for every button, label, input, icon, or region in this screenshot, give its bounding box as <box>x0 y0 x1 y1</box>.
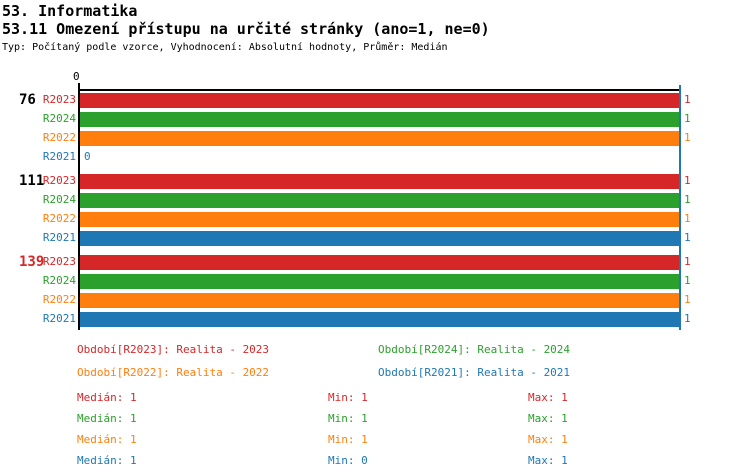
bar-group: 111 R2023 1 R2024 1 R2022 1 <box>0 172 750 248</box>
bar-value: 1 <box>684 212 691 225</box>
series-label: R2023 <box>42 93 76 106</box>
group-label: 139 <box>19 254 45 270</box>
series-label: R2023 <box>42 255 76 268</box>
stat-min: Min: 0 <box>328 454 368 467</box>
bar-track: 1 <box>80 255 691 270</box>
bar-track: 1 <box>80 174 691 189</box>
bar-value: 1 <box>684 193 691 206</box>
stat-max: Max: 1 <box>528 412 568 425</box>
stat-median: Medián: 1 <box>77 433 137 446</box>
question-title: 53.11 Omezení přístupu na určité stránky… <box>2 20 490 38</box>
bar-value: 1 <box>684 274 691 287</box>
bar-group: 76 R2023 1 R2024 1 R2022 1 <box>0 91 750 167</box>
bar-row: 76 R2023 1 <box>0 91 750 110</box>
bar-row-zero: R2021 0 <box>0 148 750 167</box>
bar-track: 1 <box>80 112 691 127</box>
stat-min: Min: 1 <box>328 391 368 404</box>
bar-track: 1 <box>80 93 691 108</box>
bar-value: 1 <box>684 112 691 125</box>
meta-line: Typ: Počítaný podle vzorce, Vyhodnocení:… <box>2 42 448 53</box>
median-line <box>679 85 681 330</box>
bar <box>80 112 679 127</box>
bar-row: R2021 1 <box>0 310 750 329</box>
legend-item-r2023: Období[R2023]: Realita - 2023 <box>77 343 270 356</box>
series-label: R2022 <box>42 212 76 225</box>
legend-item-r2022: Období[R2022]: Realita - 2022 <box>77 366 270 379</box>
bar <box>80 193 679 208</box>
bar-value: 1 <box>684 293 691 306</box>
bar <box>80 174 679 189</box>
bar-group: 139 R2023 1 R2024 1 R2022 1 <box>0 253 750 329</box>
chapter-title: 53. Informatika <box>2 2 138 20</box>
bar-row: R2024 1 <box>0 110 750 129</box>
series-label: R2024 <box>42 112 76 125</box>
stat-median: Medián: 1 <box>77 391 137 404</box>
bar-value: 1 <box>684 131 691 144</box>
bar-row: R2024 1 <box>0 272 750 291</box>
bar-track: 0 <box>80 150 680 165</box>
stat-max: Max: 1 <box>528 454 568 467</box>
bar-value: 1 <box>684 231 691 244</box>
bar-value: 1 <box>684 312 691 325</box>
bar-value: 1 <box>684 255 691 268</box>
bar-value: 1 <box>684 93 691 106</box>
axis-vertical-line <box>78 83 80 330</box>
bar <box>80 274 679 289</box>
bar-row: R2022 1 <box>0 291 750 310</box>
bar <box>80 255 679 270</box>
legend-item-r2021: Období[R2021]: Realita - 2021 <box>378 366 571 379</box>
bar-row: R2024 1 <box>0 191 750 210</box>
bar-row: R2022 1 <box>0 210 750 229</box>
stat-max: Max: 1 <box>528 391 568 404</box>
legend-item-r2024: Období[R2024]: Realita - 2024 <box>378 343 571 356</box>
series-label: R2021 <box>42 150 76 163</box>
bar <box>80 131 679 146</box>
axis-horizontal-line <box>78 89 681 91</box>
bar-row: 111 R2023 1 <box>0 172 750 191</box>
bar-value: 0 <box>84 150 91 163</box>
stat-min: Min: 1 <box>328 412 368 425</box>
bar-track: 1 <box>80 212 691 227</box>
bar-row: R2022 1 <box>0 129 750 148</box>
series-label: R2024 <box>42 193 76 206</box>
bar-track: 1 <box>80 193 691 208</box>
bar-track: 1 <box>80 231 691 246</box>
stat-median: Medián: 1 <box>77 454 137 467</box>
bar <box>80 312 679 327</box>
bar <box>80 231 679 246</box>
bar-row: R2021 1 <box>0 229 750 248</box>
bar-chart: 76 R2023 1 R2024 1 R2022 1 <box>0 91 750 334</box>
series-label: R2022 <box>42 293 76 306</box>
group-label: 111 <box>19 173 45 189</box>
bar-track: 1 <box>80 293 691 308</box>
bar-row: 139 R2023 1 <box>0 253 750 272</box>
bar <box>80 93 679 108</box>
bar <box>80 293 679 308</box>
stat-median: Medián: 1 <box>77 412 137 425</box>
series-label: R2022 <box>42 131 76 144</box>
bar-track: 1 <box>80 131 691 146</box>
bar-value: 1 <box>684 174 691 187</box>
series-label: R2023 <box>42 174 76 187</box>
bar-track: 1 <box>80 274 691 289</box>
bar-track: 1 <box>80 312 691 327</box>
axis-zero-tick-label: 0 <box>73 70 80 83</box>
stat-min: Min: 1 <box>328 433 368 446</box>
stat-max: Max: 1 <box>528 433 568 446</box>
series-label: R2021 <box>42 312 76 325</box>
series-label: R2024 <box>42 274 76 287</box>
bar <box>80 212 679 227</box>
group-label: 76 <box>19 92 36 108</box>
series-label: R2021 <box>42 231 76 244</box>
